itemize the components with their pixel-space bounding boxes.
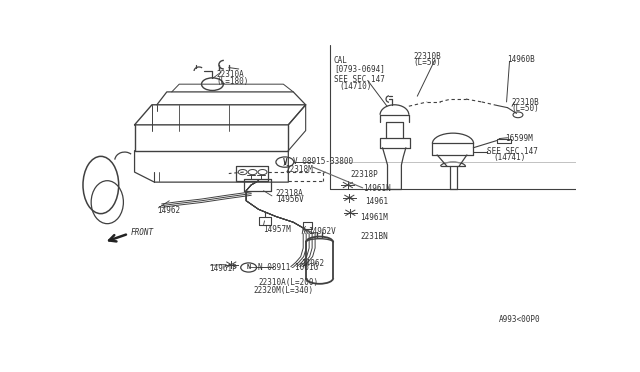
Text: 14961M: 14961M (360, 212, 388, 222)
Text: 14962: 14962 (301, 259, 324, 268)
Text: 14956V: 14956V (276, 195, 303, 204)
Text: FRONT: FRONT (131, 228, 154, 237)
Text: 22320M(L=340): 22320M(L=340) (253, 286, 314, 295)
Text: 22318M: 22318M (286, 165, 314, 174)
Text: N 08911-1061G: N 08911-1061G (257, 263, 317, 272)
Text: (L=50): (L=50) (511, 104, 540, 113)
Text: 14957M: 14957M (264, 225, 291, 234)
Text: 22310A: 22310A (216, 70, 244, 79)
Text: SEE SEC.147: SEE SEC.147 (334, 75, 385, 84)
Text: 14961N: 14961N (363, 184, 390, 193)
Text: (14741): (14741) (493, 153, 525, 162)
Text: V 08915-33800: V 08915-33800 (293, 157, 353, 166)
Text: CAL: CAL (334, 56, 348, 65)
Text: 22310B: 22310B (414, 52, 442, 61)
Text: 14962V: 14962V (308, 227, 336, 236)
Text: (14710): (14710) (339, 82, 371, 91)
Text: 22310B: 22310B (511, 98, 540, 107)
Text: (L=50): (L=50) (414, 58, 442, 67)
Text: SEE SEC.147: SEE SEC.147 (486, 147, 538, 156)
Text: A993<00P0: A993<00P0 (499, 315, 541, 324)
Text: 14961P: 14961P (209, 264, 237, 273)
Text: 16599M: 16599M (506, 134, 533, 143)
Text: 14961: 14961 (365, 197, 388, 206)
Text: V: V (282, 158, 287, 167)
Text: 22310A(L=200): 22310A(L=200) (259, 279, 319, 288)
Text: [0793-0694]: [0793-0694] (334, 64, 385, 73)
Text: 14962: 14962 (157, 206, 180, 215)
Text: (L=180): (L=180) (216, 77, 249, 86)
Text: 22318A: 22318A (276, 189, 303, 198)
Text: 14960B: 14960B (508, 55, 535, 64)
Text: N: N (246, 264, 251, 270)
Text: 2231BN: 2231BN (360, 232, 388, 241)
Text: 22318P: 22318P (350, 170, 378, 179)
